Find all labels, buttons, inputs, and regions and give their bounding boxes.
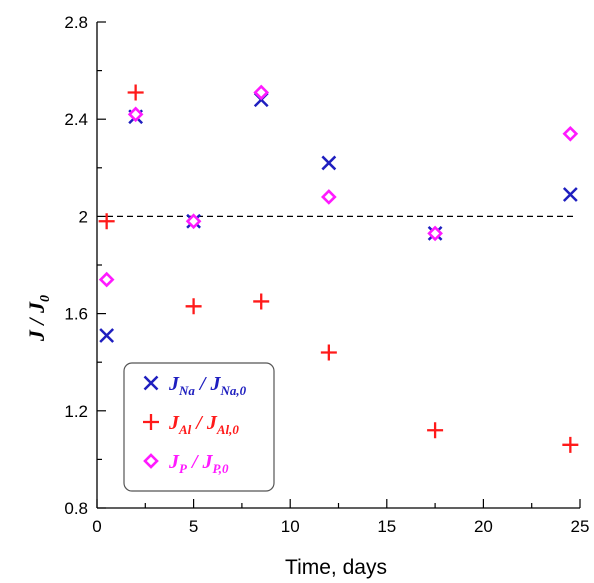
- data-point: [321, 189, 337, 205]
- legend-box: [123, 362, 275, 492]
- y-tick-label: 2.8: [64, 13, 88, 32]
- legend-label: JNa / JNa,0: [168, 373, 247, 398]
- x-tick-label: 0: [92, 517, 101, 536]
- data-point: [562, 187, 578, 202]
- data-point: [98, 213, 115, 230]
- y-axis-title-main: J / J: [24, 301, 49, 342]
- legend-marker: [143, 375, 159, 391]
- y-axis-title-subscript: 0: [38, 295, 53, 302]
- svg-text:J / J0: J / J0: [24, 295, 53, 342]
- data-point: [427, 422, 444, 439]
- legend-marker: [143, 453, 159, 469]
- y-axis-title: J / J0: [24, 295, 53, 342]
- data-point: [253, 84, 270, 101]
- x-tick-label: 10: [281, 517, 300, 536]
- data-point: [98, 271, 115, 288]
- x-axis-title: Time, days: [285, 556, 387, 579]
- legend-label: JAl / JAl,0: [168, 412, 239, 437]
- x-tick-label: 25: [571, 517, 590, 536]
- y-tick-label: 2.4: [64, 110, 88, 129]
- series-3: [98, 84, 579, 288]
- y-tick-label: 1.6: [64, 305, 88, 324]
- data-point: [427, 225, 443, 242]
- series-1: [99, 92, 578, 343]
- data-point: [562, 436, 579, 453]
- data-point: [99, 328, 115, 343]
- legend-marker: [143, 414, 159, 430]
- series-2: [98, 84, 579, 453]
- plot-area: 0 5 10 15 20 25 0.8 1.2 1.6 2 2.4 2.8: [64, 13, 589, 536]
- legend: JNa / JNa,0 JAl / JAl,0 JP / JP,0: [123, 362, 275, 492]
- data-point: [127, 84, 144, 101]
- y-tick-label: 1.2: [64, 402, 88, 421]
- data-point: [253, 293, 270, 310]
- data-point: [185, 298, 202, 315]
- data-point: [185, 213, 202, 230]
- data-point: [321, 155, 337, 171]
- y-tick-label: 2: [79, 207, 88, 226]
- y-tick-label: 0.8: [64, 499, 88, 518]
- data-point: [562, 125, 579, 142]
- x-tick-label: 5: [189, 517, 198, 536]
- x-tick-label: 15: [377, 517, 396, 536]
- data-point: [320, 344, 337, 361]
- x-tick-label: 20: [474, 517, 493, 536]
- legend-label: JP / JP,0: [168, 451, 229, 476]
- data-point: [127, 106, 144, 123]
